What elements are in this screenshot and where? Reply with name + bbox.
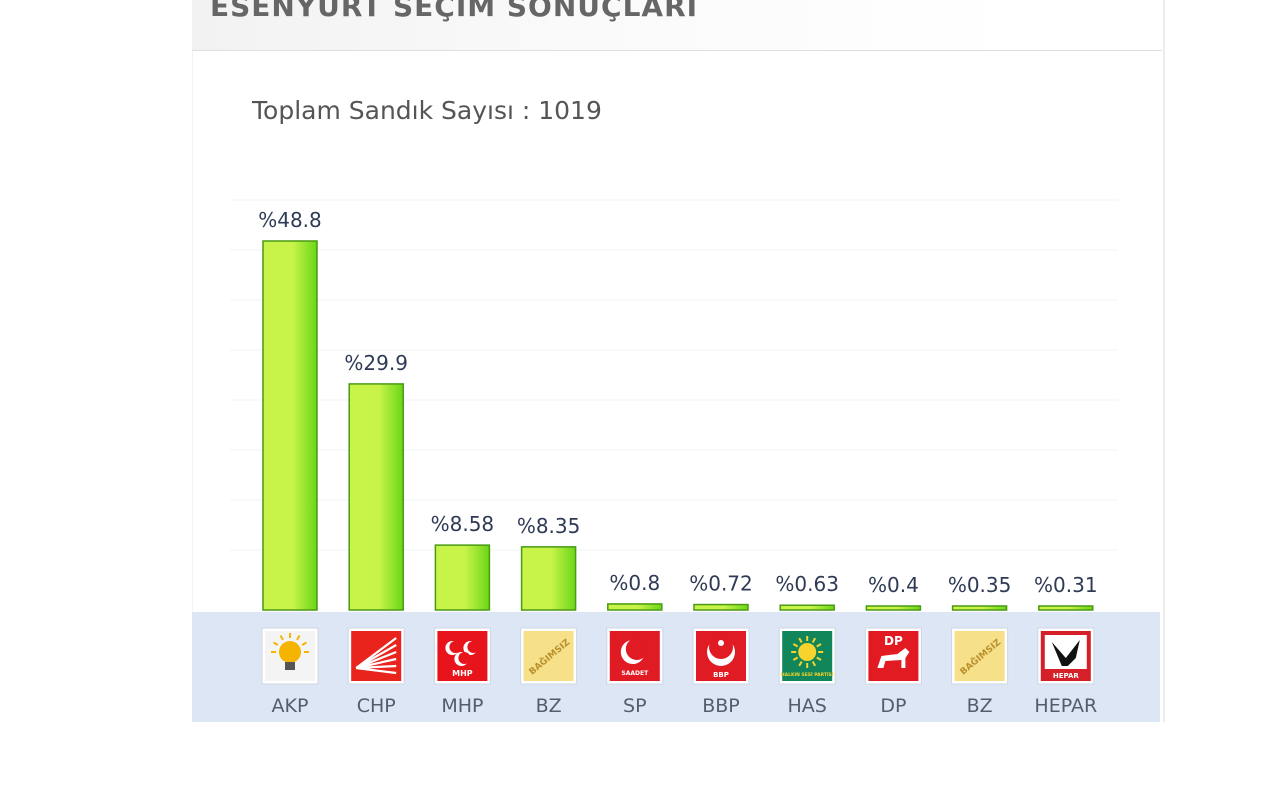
- bar-bbp-5: [693, 603, 749, 611]
- data-label: %48.8: [258, 208, 322, 232]
- bz-independent-icon: BAĞIMSIZ: [520, 627, 578, 685]
- svg-text:HALKIN SESİ PARTİSİ: HALKIN SESİ PARTİSİ: [781, 671, 834, 678]
- bar-sp-4: [607, 603, 663, 611]
- bz-independent-icon: BAĞIMSIZ: [951, 627, 1009, 685]
- bar-bz-8: [951, 605, 1008, 611]
- data-label: %0.8: [609, 571, 660, 595]
- sp-crescent-icon: SAADET: [606, 627, 664, 685]
- has-sun-icon: HALKIN SESİ PARTİSİ: [778, 627, 836, 685]
- data-label: %0.63: [775, 572, 839, 596]
- dp-horse-icon: DP: [864, 627, 922, 685]
- chp-six-arrows-icon: [347, 627, 405, 685]
- page-title: ESENYURT SEÇİM SONUÇLARI: [210, 0, 699, 23]
- bar-akp-0: [262, 240, 318, 611]
- bar-hepar-9: [1038, 605, 1094, 611]
- svg-text:HEPAR: HEPAR: [1053, 672, 1080, 680]
- data-label: %0.4: [868, 573, 919, 597]
- bar-mhp-2: [434, 544, 491, 611]
- mhp-three-crescents-icon: MHP: [433, 627, 491, 685]
- category-label: DP: [880, 695, 906, 717]
- category-label: MHP: [441, 695, 483, 717]
- data-label: %0.31: [1034, 573, 1098, 597]
- bbp-crescent-star-icon: BBP: [692, 627, 750, 685]
- category-label: BZ: [967, 695, 993, 717]
- page-header: ESENYURT SEÇİM SONUÇLARI: [192, 0, 1162, 51]
- chart-bars: [262, 240, 1094, 611]
- akp-lightbulb-icon: [261, 627, 319, 685]
- data-label: %0.35: [948, 573, 1012, 597]
- bar-chp-1: [348, 383, 404, 611]
- data-label: %8.35: [517, 514, 581, 538]
- bar-has-6: [779, 604, 835, 611]
- data-label: %29.9: [344, 351, 408, 375]
- svg-text:BBP: BBP: [713, 671, 729, 679]
- category-label: HEPAR: [1034, 695, 1097, 717]
- hepar-hand-icon: HEPAR: [1037, 627, 1095, 685]
- category-label: SP: [623, 695, 647, 717]
- category-label: AKP: [272, 695, 309, 717]
- category-label: BBP: [702, 695, 740, 717]
- party-logos: MHP BAĞIMSIZ SAADET BBP HALKIN SESİ PARTİSİ D…: [261, 627, 1095, 685]
- svg-text:MHP: MHP: [452, 669, 473, 678]
- category-label: HAS: [788, 695, 827, 717]
- category-label: BZ: [536, 695, 562, 717]
- svg-text:SAADET: SAADET: [621, 670, 649, 677]
- bar-bz-3: [520, 546, 577, 611]
- ballot-box-count: Toplam Sandık Sayısı : 1019: [252, 96, 602, 125]
- svg-text:DP: DP: [884, 634, 903, 648]
- data-label: %0.72: [689, 572, 753, 596]
- chart-data-labels: %48.8 %29.9 %8.58 %8.35 %0.8 %0.72 %0.63 %0.4 %0…: [258, 208, 1097, 597]
- chart-category-labels: AKP CHP MHP BZ SP BBP HAS DP BZ HEPAR: [272, 695, 1098, 717]
- data-label: %8.58: [431, 512, 495, 536]
- category-label: CHP: [357, 695, 396, 717]
- bar-dp-7: [865, 605, 922, 611]
